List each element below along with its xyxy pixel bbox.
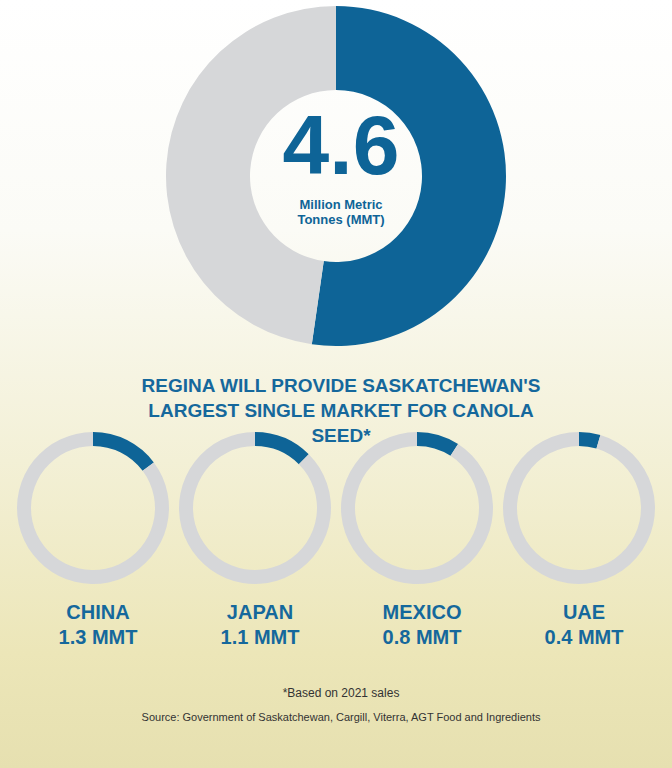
- svg-text:1.3 MMT: 1.3 MMT: [59, 626, 138, 648]
- svg-text:*Based on 2021 sales: *Based on 2021 sales: [283, 686, 400, 700]
- svg-text:1.1 MMT: 1.1 MMT: [221, 626, 300, 648]
- svg-text:Tonnes (MMT): Tonnes (MMT): [297, 212, 384, 227]
- svg-text:0.4 MMT: 0.4 MMT: [545, 626, 624, 648]
- svg-text:UAE: UAE: [563, 601, 605, 623]
- svg-text:LARGEST SINGLE MARKET FOR CANO: LARGEST SINGLE MARKET FOR CANOLA: [148, 400, 534, 421]
- svg-text:MEXICO: MEXICO: [383, 601, 462, 623]
- svg-text:REGINA WILL PROVIDE SASKATCHEW: REGINA WILL PROVIDE SASKATCHEWAN'S: [142, 375, 541, 396]
- svg-text:Million Metric: Million Metric: [299, 197, 382, 212]
- svg-text:CHINA: CHINA: [66, 601, 129, 623]
- svg-text:JAPAN: JAPAN: [227, 601, 293, 623]
- svg-text:SEED*: SEED*: [311, 425, 371, 446]
- svg-text:0.8 MMT: 0.8 MMT: [383, 626, 462, 648]
- svg-text:4.6: 4.6: [283, 98, 400, 192]
- svg-text:Source: Government of Saskatch: Source: Government of Saskatchewan, Carg…: [142, 711, 541, 723]
